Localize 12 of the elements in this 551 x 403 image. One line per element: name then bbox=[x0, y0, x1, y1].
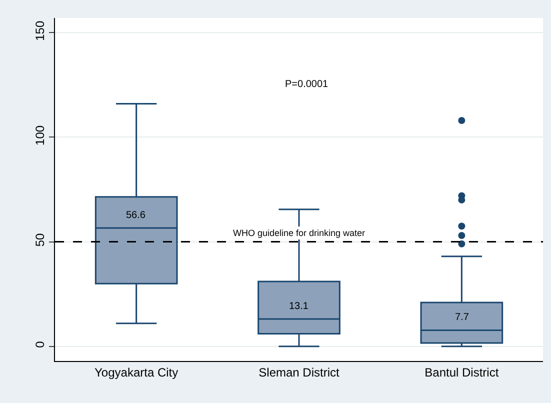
y-tick-label: 150 bbox=[33, 20, 48, 41]
annotation: P=0.0001 bbox=[285, 79, 329, 90]
x-tick-label: Yogyakarta City bbox=[94, 365, 178, 380]
y-tick-label: 100 bbox=[33, 125, 48, 146]
x-tick-label: Bantul District bbox=[424, 365, 500, 380]
y-tick-label: 0 bbox=[33, 340, 48, 348]
annotation: 13.1 bbox=[289, 301, 309, 312]
ref-line-label: WHO guideline for drinking water bbox=[233, 228, 366, 238]
y-tick-label: 50 bbox=[33, 232, 48, 247]
annotation: 56.6 bbox=[126, 210, 146, 221]
annotation: 7.7 bbox=[455, 312, 470, 323]
x-tick-label: Sleman District bbox=[258, 365, 340, 380]
